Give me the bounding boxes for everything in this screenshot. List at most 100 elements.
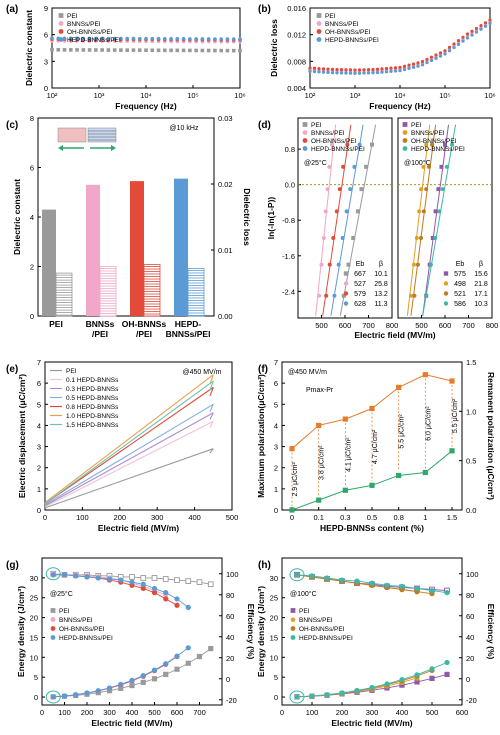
y-axis-label: Dielectric constant bbox=[12, 179, 22, 255]
legend-entry: PEI bbox=[311, 122, 322, 129]
data-point bbox=[137, 36, 142, 41]
data-point bbox=[50, 47, 54, 52]
table-marker bbox=[343, 301, 349, 306]
data-point bbox=[456, 42, 461, 46]
y-axis-label: ln(-ln(1-P)) bbox=[266, 197, 276, 240]
category-label: BNNSs/PEI bbox=[86, 319, 115, 339]
efficiency-point bbox=[369, 580, 375, 586]
x-tick-label: 600 bbox=[439, 321, 452, 330]
data-point bbox=[380, 67, 384, 71]
data-point bbox=[346, 262, 351, 267]
data-point bbox=[393, 66, 398, 70]
data-point bbox=[125, 48, 129, 52]
y-tick-label: 0 bbox=[274, 693, 278, 702]
inset-film-icon bbox=[87, 127, 117, 143]
category-label: HEPD-BNNSs/PEI bbox=[166, 319, 211, 339]
x-tick-label: 400 bbox=[396, 708, 409, 717]
bar-loss bbox=[55, 272, 73, 317]
bracket-label: Pmax-Pr bbox=[306, 387, 334, 394]
data-point bbox=[357, 71, 362, 75]
data-point bbox=[330, 142, 335, 147]
panel-c: (c) 0 2 4 6 8 0.00 0.01 0.02 0.03 Dielectric const… bbox=[6, 114, 252, 339]
data-point bbox=[231, 48, 236, 53]
series-line bbox=[44, 374, 214, 504]
table-cell: 21.8 bbox=[474, 281, 488, 288]
y2-axis-label: Efficiency (%) bbox=[246, 604, 256, 660]
efficiency-point bbox=[140, 585, 146, 592]
data-point bbox=[335, 67, 339, 72]
y2-tick-label: 80 bbox=[226, 591, 234, 600]
data-point bbox=[324, 293, 329, 298]
data-point bbox=[424, 293, 429, 298]
x-tick-label: 10² bbox=[305, 91, 316, 100]
data-point bbox=[422, 372, 428, 378]
x-tick-label: 300 bbox=[151, 513, 164, 522]
data-point bbox=[364, 164, 369, 169]
legend-entry: PEI bbox=[411, 122, 422, 129]
legend-entry: BNNSs/PEI bbox=[59, 617, 93, 624]
legend-entry: BNNSs/PEI bbox=[67, 21, 101, 28]
efficiency-point bbox=[95, 575, 101, 581]
y-tick-label: 0.012 bbox=[287, 31, 306, 40]
energy-point bbox=[140, 673, 146, 679]
data-point bbox=[87, 36, 92, 41]
energy-point bbox=[50, 694, 56, 700]
bar-constant bbox=[174, 178, 188, 316]
x-tick-label: 300 bbox=[103, 708, 116, 717]
data-point bbox=[449, 448, 455, 454]
fit-line bbox=[422, 124, 450, 316]
data-point bbox=[427, 164, 432, 169]
energy-line bbox=[296, 670, 433, 698]
table-marker bbox=[443, 301, 449, 306]
data-point bbox=[325, 187, 330, 192]
data-point bbox=[334, 209, 339, 214]
data-point bbox=[206, 48, 211, 53]
x-axis-label: Electric field (MV/m) bbox=[91, 718, 172, 728]
data-point bbox=[69, 48, 73, 52]
x-tick-label: 500 bbox=[415, 321, 428, 330]
data-point bbox=[443, 142, 447, 147]
x-tick-label: 10⁴ bbox=[394, 91, 406, 100]
legend-entry: OH-BNNSs/PEI bbox=[311, 138, 357, 145]
efficiency-point bbox=[140, 581, 146, 587]
energy-point bbox=[151, 676, 158, 682]
energy-point bbox=[174, 653, 180, 659]
x-tick-label: 600 bbox=[171, 708, 184, 717]
data-point bbox=[163, 36, 167, 41]
energy-point bbox=[174, 666, 180, 672]
highlight-ring bbox=[45, 690, 61, 704]
data-point bbox=[175, 48, 180, 53]
data-point bbox=[447, 45, 452, 49]
data-point bbox=[50, 36, 54, 41]
data-point bbox=[483, 24, 488, 28]
data-point bbox=[417, 209, 422, 214]
data-point bbox=[438, 54, 443, 58]
table-marker bbox=[343, 271, 349, 276]
data-point bbox=[422, 469, 428, 476]
data-point bbox=[434, 56, 438, 60]
legend-entry: HEPD-BNNSs/PEI bbox=[299, 635, 353, 642]
y-tick-label: 8 bbox=[30, 114, 34, 123]
y-tick-label: 7 bbox=[274, 358, 278, 367]
y2-tick-label: 1.5 bbox=[466, 358, 476, 367]
panel-e: (e) 0 100 200 300 400 500 0 1 2 3 4 5 6 7 Electric fiel… bbox=[6, 358, 238, 533]
energy-point bbox=[185, 660, 191, 666]
data-point bbox=[449, 378, 455, 384]
legend-marker bbox=[302, 130, 308, 135]
x-tick-label: 10⁶ bbox=[234, 91, 245, 100]
energy-point bbox=[118, 681, 124, 687]
efficiency-point bbox=[151, 585, 158, 592]
x-tick-label: 300 bbox=[366, 708, 379, 717]
y-tick-label: 3 bbox=[44, 57, 48, 66]
y-tick-label: 30 bbox=[30, 574, 38, 583]
data-point bbox=[412, 293, 417, 298]
series-line bbox=[209, 380, 214, 391]
legend-entry: PEI bbox=[66, 368, 77, 375]
data-point bbox=[421, 209, 426, 214]
data-point bbox=[421, 164, 426, 169]
x-tick-label: 200 bbox=[81, 708, 94, 717]
y2-tick-label: -20 bbox=[226, 696, 237, 705]
x-tick-label: 0.1 bbox=[313, 513, 323, 522]
y-tick-label: 10 bbox=[30, 653, 38, 662]
data-point bbox=[312, 66, 317, 70]
